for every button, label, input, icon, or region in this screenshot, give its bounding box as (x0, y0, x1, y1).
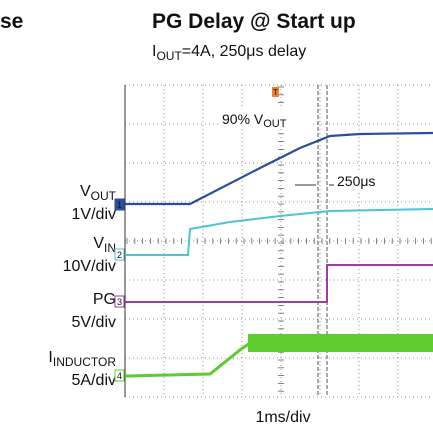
scope-grid (125, 84, 433, 398)
channel-marker-label: 3 (117, 297, 122, 307)
channel-scale: 1V/div (72, 206, 116, 223)
channel-marker (114, 248, 125, 261)
channel-marker (114, 198, 125, 211)
pg-trace (125, 264, 433, 303)
channel-marker-label: 2 (117, 250, 122, 260)
channel-scale: 5V/div (72, 314, 116, 331)
channel-name: VOUT (80, 183, 117, 203)
channel-main: V (93, 235, 104, 252)
channel-main: V (80, 183, 91, 200)
delay-label: 250μs (337, 173, 375, 189)
label-bg (218, 108, 310, 128)
label-bg (334, 170, 394, 190)
vin-trace (125, 208, 433, 256)
channel-scale: 5A/div (72, 372, 116, 389)
channel-name: PG (93, 291, 116, 308)
channel-sub: OUT (91, 189, 117, 203)
vout-trace (125, 131, 433, 206)
channel-marker (114, 369, 125, 382)
inductor-ripple (248, 334, 433, 352)
channel-labels: VOUT1V/div1VIN10V/div2PG5V/div3IINDUCTOR… (48, 183, 125, 389)
channel-scale: 10V/div (63, 258, 116, 275)
title: PG Delay @ Start up (152, 10, 356, 33)
trigger-marker (272, 87, 279, 97)
channel-name: VIN (93, 235, 116, 255)
channel-sub: IN (104, 241, 116, 255)
channel-marker (114, 295, 125, 308)
channel-marker-label: 4 (117, 371, 122, 381)
channel-main: PG (93, 291, 116, 308)
timebase: 1ms/div (255, 409, 310, 426)
channel-main: I (48, 349, 52, 366)
trigger-label: T (273, 88, 278, 97)
channel-name: IINDUCTOR (48, 349, 116, 369)
cut-title: se (0, 10, 23, 33)
subtitle: IOUT=4A, 250μs delay (152, 43, 306, 63)
channel-marker-label: 1 (117, 200, 122, 210)
threshold-label: 90% VOUT (222, 111, 287, 130)
channel-sub: INDUCTOR (53, 355, 116, 369)
